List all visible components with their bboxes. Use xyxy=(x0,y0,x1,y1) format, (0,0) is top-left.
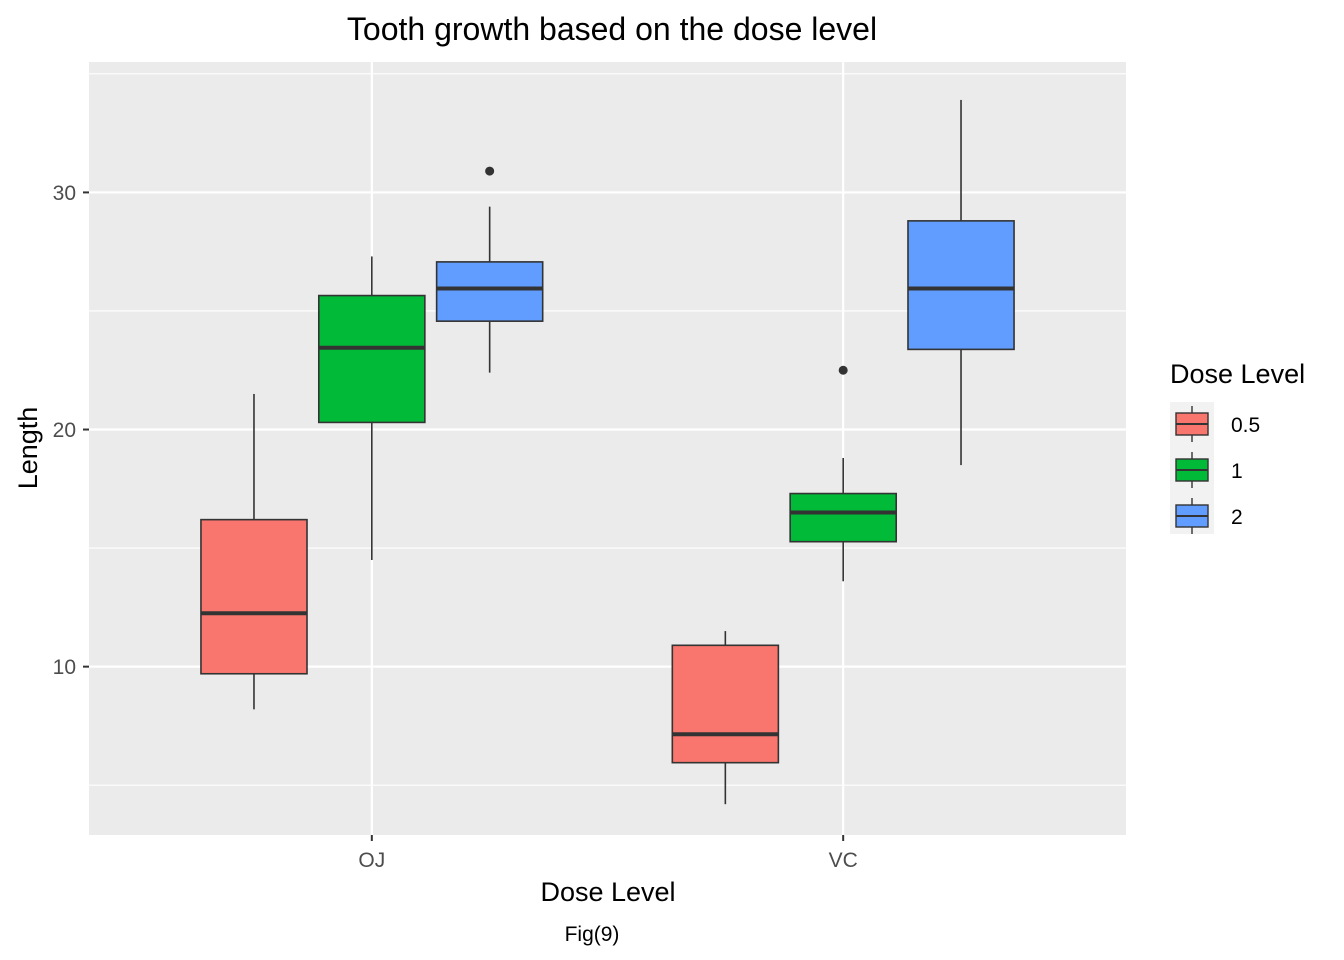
box-body xyxy=(200,518,308,675)
y-tick-label: 10 xyxy=(53,656,76,679)
box-OJ-1 xyxy=(317,256,426,560)
box-body xyxy=(317,294,426,424)
legend-item-0.5: 0.5 xyxy=(1175,406,1260,442)
legend-label: 1 xyxy=(1231,460,1243,483)
plot-panel xyxy=(89,62,1126,835)
legend-title: Dose Level xyxy=(1170,359,1305,389)
legend-items: 0.5 1 2 xyxy=(1170,402,1260,534)
legend: Dose Level 0.5 1 2 xyxy=(1170,359,1305,534)
y-axis-title: Length xyxy=(13,407,43,490)
legend-label: 0.5 xyxy=(1231,414,1260,437)
x-tick-label: VC xyxy=(829,849,858,872)
outlier-point xyxy=(485,166,495,176)
y-axis: 10 20 30 xyxy=(53,182,89,679)
box-VC-2 xyxy=(907,99,1015,466)
box-OJ-2 xyxy=(435,166,544,373)
box-body xyxy=(907,220,1015,351)
boxplot-marks xyxy=(200,99,1015,805)
outlier-point xyxy=(838,365,848,375)
box-body xyxy=(671,644,780,764)
x-axis-title: Dose Level xyxy=(540,877,675,907)
box-VC-1 xyxy=(789,365,898,582)
box-body xyxy=(435,261,544,322)
chart-title: Tooth growth based on the dose level xyxy=(347,11,877,47)
box-OJ-0.5 xyxy=(200,393,308,710)
x-tick-label: OJ xyxy=(358,849,385,872)
legend-item-2: 2 xyxy=(1175,498,1243,534)
y-tick-label: 20 xyxy=(53,419,76,442)
box-body xyxy=(789,492,898,543)
figure-caption: Fig(9) xyxy=(565,923,620,946)
y-tick-label: 30 xyxy=(53,182,76,205)
x-axis: OJ VC xyxy=(358,835,858,872)
legend-item-1: 1 xyxy=(1175,452,1243,488)
box-VC-0.5 xyxy=(671,631,780,805)
legend-label: 2 xyxy=(1231,506,1243,529)
